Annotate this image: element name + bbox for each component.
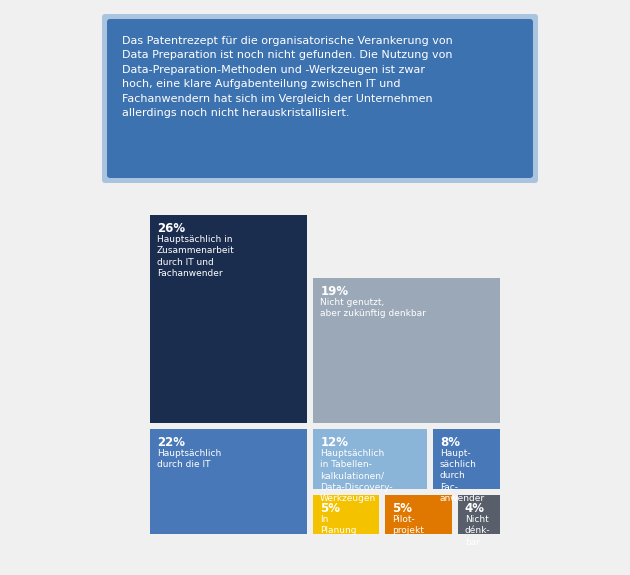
Text: Nicht genutzt,
aber zukünftig denkbar: Nicht genutzt, aber zukünftig denkbar	[320, 298, 426, 319]
Text: Hauptsächlich in
Zusammenarbeit
durch IT und
Fachanwender: Hauptsächlich in Zusammenarbeit durch IT…	[157, 235, 235, 278]
FancyBboxPatch shape	[102, 14, 538, 183]
Text: 12%: 12%	[320, 435, 348, 448]
FancyBboxPatch shape	[107, 19, 533, 178]
Text: 8%: 8%	[440, 435, 460, 448]
Text: Pilot-
projekt: Pilot- projekt	[392, 515, 424, 535]
Text: 5%: 5%	[392, 502, 413, 515]
Text: In
Planung: In Planung	[320, 515, 357, 535]
Text: Das Patentrezept für die organisatorische Verankerung von
Data Preparation ist n: Das Patentrezept für die organisatorisch…	[122, 36, 453, 118]
Text: 22%: 22%	[157, 435, 185, 448]
Bar	[433, 428, 500, 489]
Bar	[313, 494, 379, 534]
Text: Haupt-
sächlich
durch
Fac-
anwender: Haupt- sächlich durch Fac- anwender	[440, 448, 485, 503]
Bar	[150, 428, 307, 534]
Bar	[150, 215, 307, 423]
Bar	[386, 494, 452, 534]
Text: Hauptsächlich
durch die IT: Hauptsächlich durch die IT	[157, 448, 221, 469]
Text: Hauptsächlich
in Tabellen-
kalkulationen/
Data-Discovery-
Werkzeugen: Hauptsächlich in Tabellen- kalkulationen…	[320, 448, 393, 503]
Text: 26%: 26%	[157, 222, 185, 235]
Text: 5%: 5%	[320, 502, 340, 515]
Bar	[313, 278, 500, 423]
Text: 4%: 4%	[465, 502, 484, 515]
Bar	[313, 428, 427, 489]
Text: 19%: 19%	[320, 285, 348, 298]
Bar	[457, 494, 500, 534]
Text: Nicht
dénk-
bar: Nicht dénk- bar	[465, 515, 490, 547]
